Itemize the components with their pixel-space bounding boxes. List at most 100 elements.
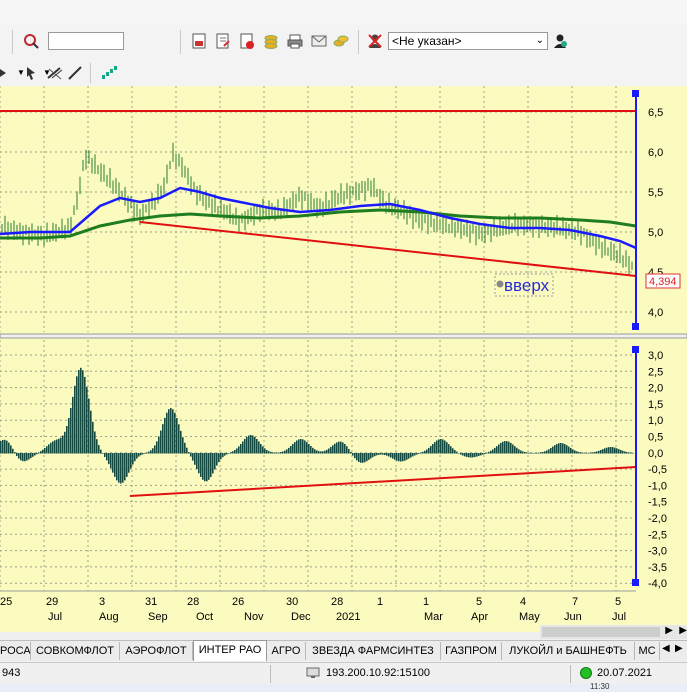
histogram-bar — [354, 453, 356, 459]
tab-inter-rao[interactable]: ИНТЕР РАО — [193, 640, 267, 661]
histogram-bar — [394, 453, 396, 460]
histogram-bar — [188, 452, 190, 454]
scroll-right-icon[interactable]: ▶ — [665, 625, 673, 636]
osc-axis-label: -0,5 — [648, 464, 667, 476]
histogram-bar — [464, 453, 466, 457]
report-icon[interactable] — [190, 32, 208, 50]
label-box[interactable]: вверх — [494, 273, 554, 297]
x-axis-day-label: 30 — [286, 596, 298, 608]
scroll-end-icon[interactable]: ▶ — [679, 625, 687, 636]
histogram-bar — [242, 441, 244, 454]
tab-ms[interactable]: МС — [635, 642, 660, 660]
histogram-bar — [160, 430, 162, 454]
histogram-bar — [608, 447, 610, 454]
taskbar-clock: 11:30 — [590, 682, 610, 691]
scale-handle-top[interactable] — [632, 90, 639, 97]
chevron-down-icon[interactable]: ⌄ — [535, 35, 544, 46]
osc-axis-label: -1,5 — [648, 497, 667, 509]
histogram-bar — [110, 453, 112, 469]
histogram-bar — [306, 442, 308, 454]
client-select[interactable]: <Не указан> ⌄ — [388, 32, 548, 50]
histogram-bar — [76, 376, 78, 454]
histogram-bar — [10, 445, 12, 454]
tab-lukoil-bashneft[interactable]: ЛУКОЙЛ и БАШНЕФТЬ — [502, 642, 635, 660]
histogram-bar — [56, 439, 58, 454]
chart-dots-icon[interactable] — [100, 64, 118, 82]
histogram-bar — [2, 439, 4, 454]
histogram-bar — [366, 453, 368, 462]
histogram-bar — [310, 445, 312, 454]
histogram-bar — [364, 453, 366, 463]
histogram-bar — [208, 453, 210, 480]
histogram-bar — [454, 450, 456, 454]
scrollbar-thumb[interactable] — [542, 627, 660, 637]
histogram-bar — [384, 453, 386, 456]
x-axis-month-label: Jun — [564, 611, 582, 623]
histogram-bar — [52, 441, 54, 454]
delete-order-icon[interactable] — [238, 32, 256, 50]
chart-canvas[interactable]: вверх 6,56,05,55,04,54,0 3,02,52,01,51,0… — [0, 86, 687, 632]
histogram-bar — [606, 447, 608, 454]
oscillator-trend-line[interactable] — [129, 466, 637, 497]
client-delete-icon[interactable] — [366, 32, 384, 50]
histogram-bar — [94, 431, 96, 454]
tab-sovcomflot[interactable]: СОВКОМФЛОТ — [31, 642, 120, 660]
x-axis-day-label: 3 — [99, 596, 105, 608]
dropdown-arrow-icon[interactable]: ▼ — [43, 68, 51, 77]
histogram-bar — [190, 453, 192, 457]
tabs-left-icon[interactable]: ◀ — [662, 643, 670, 654]
histogram-bar — [238, 446, 240, 454]
osc-axis-label: 3,0 — [648, 350, 663, 362]
tabs-right-icon[interactable]: ▶ — [675, 643, 683, 654]
histogram-bar — [312, 447, 314, 454]
histogram-bar — [512, 444, 514, 454]
histogram-bar — [228, 453, 230, 454]
search-input[interactable] — [48, 32, 124, 50]
histogram-bar — [360, 453, 362, 463]
tab-aeroflot[interactable]: АЭРОФЛОТ — [120, 642, 193, 660]
histogram-bar — [382, 453, 384, 455]
chart-grid — [0, 86, 636, 591]
histogram-bar — [546, 450, 548, 454]
price-trend-line[interactable] — [139, 221, 637, 277]
histogram-bar — [14, 452, 16, 454]
money-icon[interactable] — [262, 32, 280, 50]
tab-zvezda-farmsintez[interactable]: ЗВЕЗДА ФАРМСИНТЕЗ — [306, 642, 441, 660]
chart-scrollbar[interactable]: ▶ ▶ — [540, 625, 687, 639]
dropdown-arrow-icon[interactable]: ▼ — [17, 68, 25, 77]
tab-rosa[interactable]: РОСА — [0, 642, 31, 660]
histogram-bar — [230, 452, 232, 454]
hide-lines-icon[interactable] — [46, 64, 64, 82]
tab-gazprom[interactable]: ГАЗПРОМ — [441, 642, 502, 660]
histogram-bar — [54, 440, 56, 454]
histogram-bar — [198, 453, 200, 474]
histogram-bar — [392, 453, 394, 459]
search-icon[interactable] — [22, 32, 40, 50]
panel-separator[interactable] — [0, 333, 687, 339]
histogram-bar — [200, 453, 202, 477]
scale-handle-bottom[interactable] — [632, 323, 639, 330]
osc-axis-label: -3,0 — [648, 546, 667, 558]
cursor-icon[interactable] — [22, 64, 40, 82]
play-icon[interactable] — [0, 64, 12, 82]
client-info-icon[interactable] — [551, 32, 569, 50]
histogram-bar — [210, 453, 212, 478]
histogram-bar — [508, 441, 510, 454]
print-icon[interactable] — [286, 32, 304, 50]
osc-handle-bottom[interactable] — [632, 579, 639, 586]
mail-icon[interactable] — [310, 32, 328, 50]
histogram-bar — [502, 441, 504, 454]
tab-agro[interactable]: АГРО — [267, 642, 306, 660]
edit-line-icon[interactable] — [66, 64, 84, 82]
histogram-bar — [154, 445, 156, 454]
taskbar: 11:30 — [0, 682, 687, 692]
histogram-bar — [164, 417, 166, 454]
histogram-bar — [378, 453, 380, 455]
document-edit-icon[interactable] — [214, 32, 232, 50]
osc-handle-top[interactable] — [632, 346, 639, 353]
chart-window[interactable]: вверх 6,5 6,0 5,5 5,0 4,5 4,0 3,0 2,5 2,0 1,5 1,0… — [0, 86, 687, 632]
coins-icon[interactable] — [332, 32, 350, 50]
histogram-bar — [218, 453, 220, 463]
histogram-bar — [82, 370, 84, 454]
moving-average-slow — [0, 208, 637, 240]
